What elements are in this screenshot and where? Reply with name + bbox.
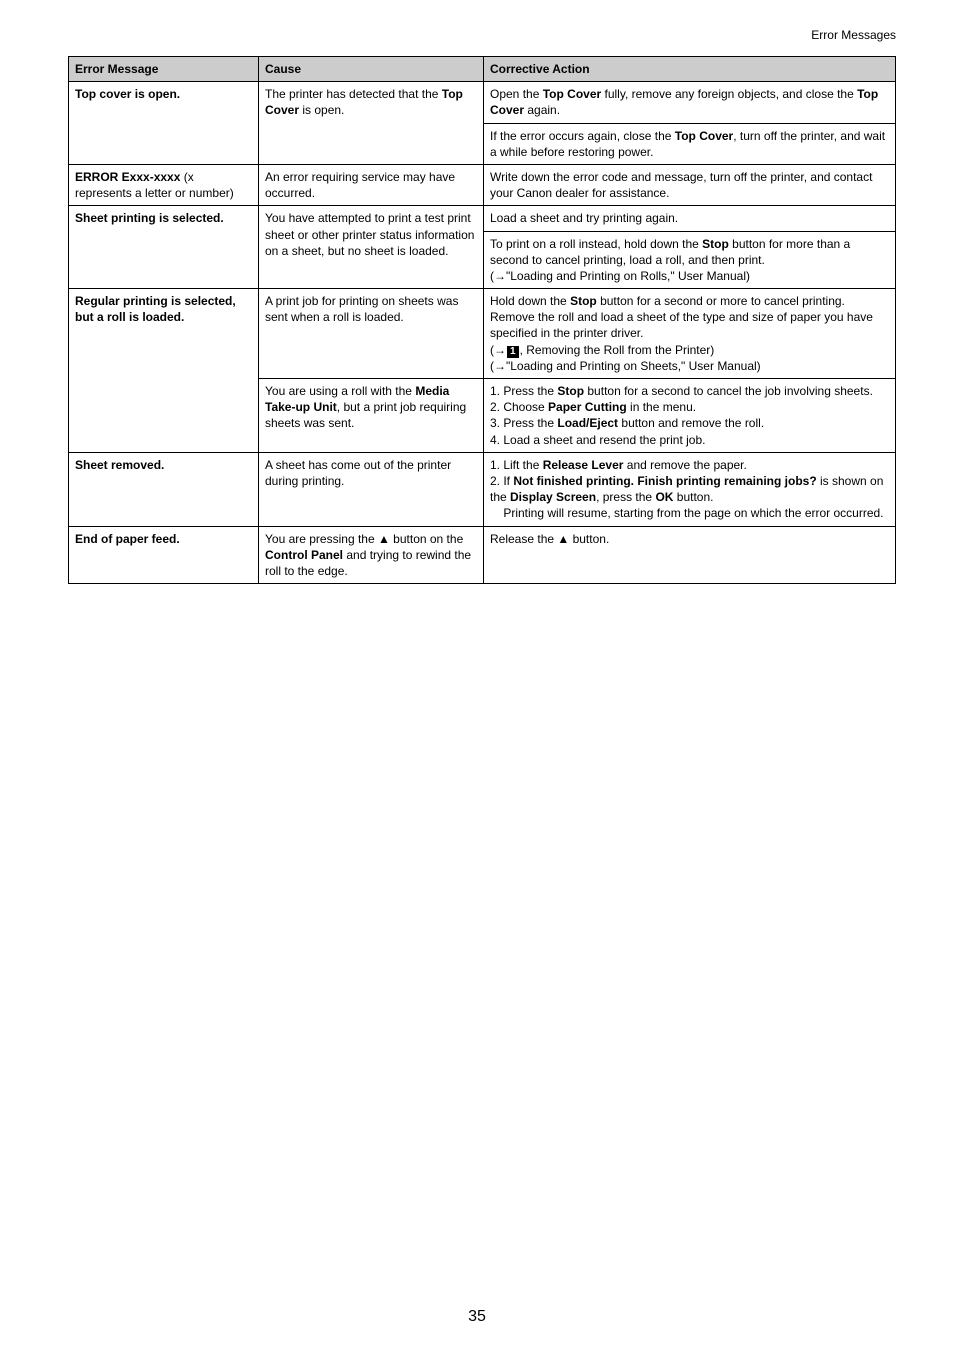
col-header-cause: Cause bbox=[259, 57, 484, 82]
cell-cause: You are using a roll with the Media Take… bbox=[259, 379, 484, 453]
page-number: 35 bbox=[0, 1308, 954, 1326]
cell-cause: The printer has detected that the Top Co… bbox=[259, 82, 484, 165]
cell-cause: You are pressing the ▲ button on the Con… bbox=[259, 526, 484, 584]
cell-message: Sheet printing is selected. bbox=[69, 206, 259, 289]
cell-action: Release the ▲ button. bbox=[484, 526, 896, 584]
cell-message: Sheet removed. bbox=[69, 452, 259, 526]
cell-cause: You have attempted to print a test print… bbox=[259, 206, 484, 289]
col-header-message: Error Message bbox=[69, 57, 259, 82]
cell-message: ERROR Exxx-xxxx (x represents a letter o… bbox=[69, 164, 259, 205]
table-row: Sheet removed.A sheet has come out of th… bbox=[69, 452, 896, 526]
cell-action: 1. Lift the Release Lever and remove the… bbox=[484, 452, 896, 526]
cell-action: 1. Press the Stop button for a second to… bbox=[484, 379, 896, 453]
table-row: Top cover is open.The printer has detect… bbox=[69, 82, 896, 123]
cell-action: To print on a roll instead, hold down th… bbox=[484, 231, 896, 289]
cell-cause: A sheet has come out of the printer duri… bbox=[259, 452, 484, 526]
cell-action: If the error occurs again, close the Top… bbox=[484, 123, 896, 164]
header-section: Error Messages bbox=[68, 28, 896, 42]
error-messages-table: Error Message Cause Corrective Action To… bbox=[68, 56, 896, 584]
cell-action: Load a sheet and try printing again. bbox=[484, 206, 896, 231]
table-row: Regular printing is selected, but a roll… bbox=[69, 289, 896, 379]
cell-cause: A print job for printing on sheets was s… bbox=[259, 289, 484, 379]
table-row: ERROR Exxx-xxxx (x represents a letter o… bbox=[69, 164, 896, 205]
error-table-body: Top cover is open.The printer has detect… bbox=[69, 82, 896, 584]
table-row: End of paper feed.You are pressing the ▲… bbox=[69, 526, 896, 584]
col-header-action: Corrective Action bbox=[484, 57, 896, 82]
table-row: Sheet printing is selected.You have atte… bbox=[69, 206, 896, 231]
cell-action: Hold down the Stop button for a second o… bbox=[484, 289, 896, 379]
cell-message: Top cover is open. bbox=[69, 82, 259, 165]
cell-action: Write down the error code and message, t… bbox=[484, 164, 896, 205]
cell-action: Open the Top Cover fully, remove any for… bbox=[484, 82, 896, 123]
cell-message: Regular printing is selected, but a roll… bbox=[69, 289, 259, 453]
cell-cause: An error requiring service may have occu… bbox=[259, 164, 484, 205]
cell-message: End of paper feed. bbox=[69, 526, 259, 584]
